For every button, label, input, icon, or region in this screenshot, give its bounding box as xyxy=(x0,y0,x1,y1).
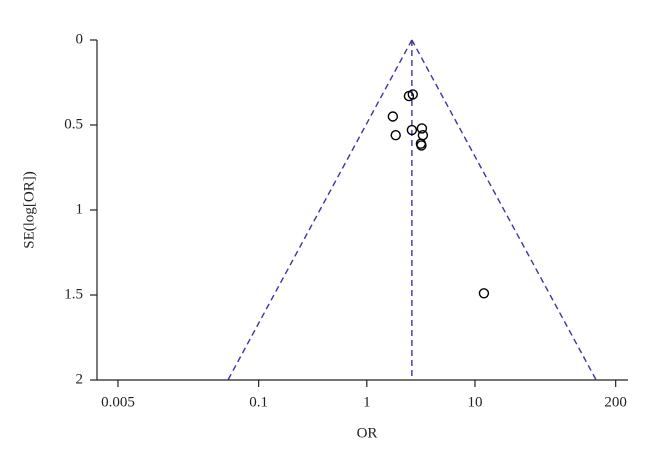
y-tick-label: 2 xyxy=(76,371,84,387)
x-axis-title: OR xyxy=(357,425,378,441)
x-tick-label: 10 xyxy=(467,394,482,410)
data-point xyxy=(387,111,399,122)
y-tick-label: 0.5 xyxy=(64,116,83,132)
x-tick-label: 1 xyxy=(363,394,371,410)
y-tick-label: 1.5 xyxy=(64,286,83,302)
data-point xyxy=(390,129,401,141)
y-tick-label: 1 xyxy=(76,201,84,217)
data-point xyxy=(416,140,427,151)
data-point xyxy=(407,89,418,100)
x-tick-label: 0.1 xyxy=(249,394,268,410)
x-tick-label: 200 xyxy=(604,394,627,410)
data-point xyxy=(406,124,418,136)
x-tick-label: 0.005 xyxy=(101,394,135,410)
data-point xyxy=(478,288,490,299)
y-axis-title: SE(log[OR]) xyxy=(21,171,37,249)
data-point xyxy=(416,123,428,134)
y-tick-label: 0 xyxy=(76,31,84,47)
data-point xyxy=(417,129,429,141)
funnel-right xyxy=(411,39,597,381)
funnel-left xyxy=(227,39,413,381)
